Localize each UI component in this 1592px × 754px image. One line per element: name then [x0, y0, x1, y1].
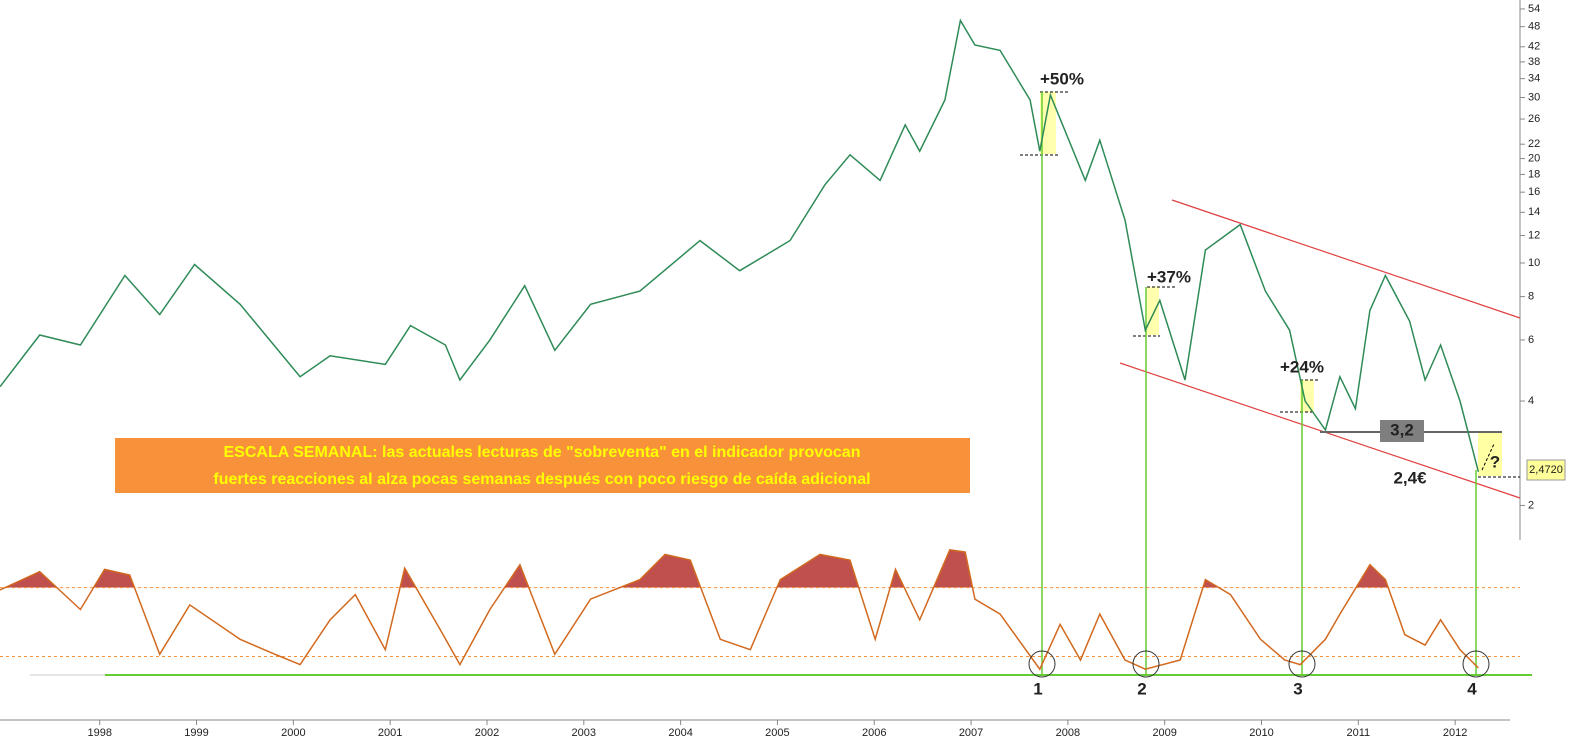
callout-circle: [1288, 650, 1316, 678]
y-tick-label: 34: [1528, 73, 1540, 85]
text-box: [115, 438, 970, 493]
text-box-line: fuertes reacciones al alza pocas semanas…: [213, 471, 870, 488]
label-box: [1380, 420, 1424, 442]
callout-label: 4: [1467, 679, 1477, 698]
annotation: ?: [1490, 452, 1500, 471]
y-tick-label: 26: [1528, 113, 1540, 125]
x-tick-label: 2003: [572, 727, 596, 739]
x-tick-label: 2005: [765, 727, 789, 739]
y-tick-label: 38: [1528, 56, 1540, 68]
y-tick-label: 6: [1528, 334, 1534, 346]
annotation: +24%: [1280, 357, 1324, 376]
label-box: [1526, 459, 1566, 481]
x-tick-label: 2010: [1249, 727, 1273, 739]
x-tick-label: 2007: [959, 727, 983, 739]
y-tick-label: 16: [1528, 186, 1540, 198]
x-tick-label: 2004: [668, 727, 692, 739]
y-tick-label: 4: [1528, 395, 1534, 407]
layout: [0, 0, 1566, 721]
x-tick-label: 2000: [281, 727, 305, 739]
y-tick-label: 20: [1528, 152, 1540, 164]
y-tick-label: 18: [1528, 168, 1540, 180]
y-tick-label: 14: [1528, 206, 1540, 218]
series-line: [0, 18, 1480, 472]
y-tick-label: 12: [1528, 229, 1540, 241]
x-tick-label: 2002: [475, 727, 499, 739]
x-tick-label: 2001: [378, 727, 402, 739]
y-tick-label: 30: [1528, 91, 1540, 103]
callout-circle: [1132, 650, 1160, 678]
callout-circle: [1462, 650, 1490, 678]
series-line: [0, 548, 1479, 671]
highlight: [1478, 432, 1502, 476]
x-tick-label: 2008: [1056, 727, 1080, 739]
y-tick-label: 10: [1528, 257, 1540, 269]
x-tick-label: 2011: [1346, 727, 1370, 739]
x-tick-label: 2012: [1443, 727, 1467, 739]
annotation: +50%: [1040, 69, 1084, 88]
annotation: +37%: [1147, 267, 1191, 286]
annotation: 3,2: [1390, 420, 1414, 439]
y-tick-label: 8: [1528, 291, 1534, 303]
annotation: 2,4720: [1529, 464, 1563, 476]
overbought-area: [5, 549, 1389, 588]
x-tick-label: 2009: [1152, 727, 1176, 739]
y-tick-label: 22: [1528, 138, 1540, 150]
callout-label: 3: [1293, 679, 1302, 698]
callout-circle: [1028, 650, 1056, 678]
callout-label: 2: [1137, 679, 1146, 698]
channel-top: [1171, 199, 1521, 319]
y-tick-label: 48: [1528, 21, 1540, 33]
x-tick-label: 1999: [184, 727, 208, 739]
highlight: [1300, 380, 1314, 412]
y-tick-label: 42: [1528, 41, 1540, 53]
y-tick-label: 54: [1528, 3, 1540, 15]
callout-label: 1: [1033, 679, 1042, 698]
y-tick-label: 2: [1528, 499, 1534, 511]
x-tick-label: 1998: [87, 727, 111, 739]
highlight: [1147, 287, 1159, 335]
annotation: 2,4€: [1393, 468, 1427, 487]
highlight: [1040, 92, 1056, 154]
channel-bottom: [1119, 362, 1521, 499]
text-box-line: ESCALA SEMANAL: las actuales lecturas de…: [224, 444, 861, 461]
x-tick-label: 2006: [862, 727, 886, 739]
